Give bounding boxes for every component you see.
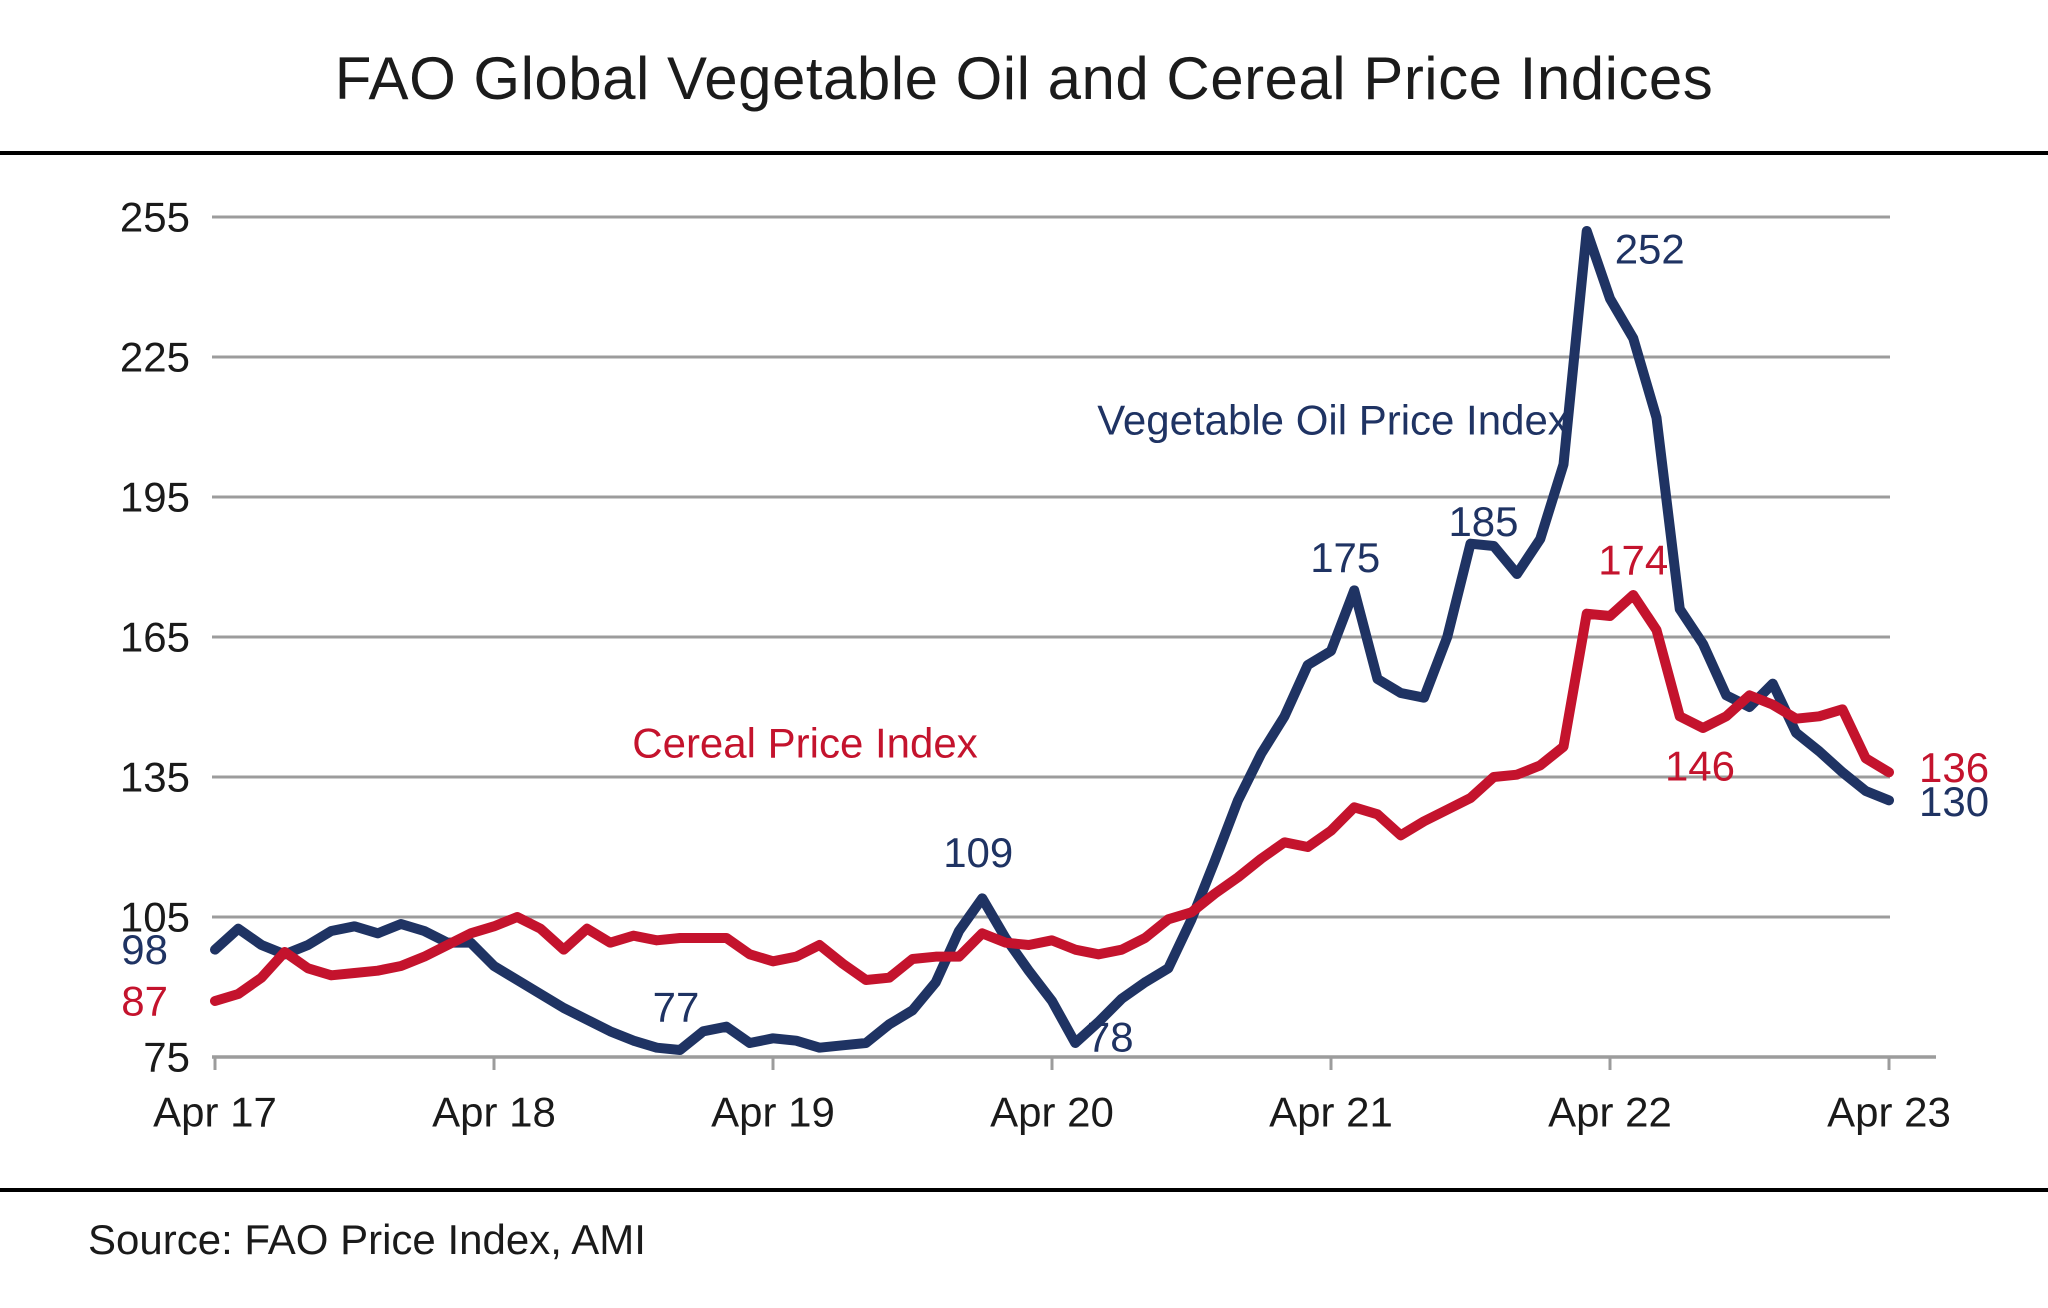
series-label-cereal-price-index: Cereal Price Index <box>632 720 978 767</box>
top-divider <box>0 151 2048 155</box>
y-axis-tick-label: 105 <box>120 894 190 941</box>
x-axis-tick-label: Apr 18 <box>432 1089 556 1136</box>
y-axis-tick-label: 195 <box>120 474 190 521</box>
x-axis-tick-label: Apr 19 <box>711 1089 835 1136</box>
data-label-185: 185 <box>1448 498 1518 545</box>
x-axis-tick-label: Apr 20 <box>990 1089 1114 1136</box>
y-axis-tick-label: 225 <box>120 334 190 381</box>
series-label-vegetable-oil-price-index: Vegetable Oil Price Index <box>1097 397 1569 444</box>
series-line-vegetable-oil-price-index <box>210 226 1894 1055</box>
data-label-98: 98 <box>121 926 168 973</box>
series-line-cereal-price-index <box>210 590 1894 1006</box>
y-axis-tick-label: 165 <box>120 614 190 661</box>
data-label-175: 175 <box>1310 534 1380 581</box>
data-label-174: 174 <box>1598 537 1668 584</box>
data-label-78: 78 <box>1087 1014 1134 1061</box>
y-axis-tick-label: 75 <box>143 1034 190 1081</box>
data-label-130: 130 <box>1919 778 1989 825</box>
x-axis-tick-label: Apr 23 <box>1827 1089 1951 1136</box>
data-label-136: 136 <box>1919 744 1989 791</box>
x-axis-tick-label: Apr 22 <box>1548 1089 1672 1136</box>
data-label-87: 87 <box>121 978 168 1025</box>
page-title: FAO Global Vegetable Oil and Cereal Pric… <box>334 45 1714 112</box>
data-label-77: 77 <box>653 984 700 1031</box>
y-axis-tick-label: 135 <box>120 754 190 801</box>
data-label-146: 146 <box>1665 743 1735 790</box>
source-note: Source: FAO Price Index, AMI <box>88 1216 646 1263</box>
data-label-252: 252 <box>1615 226 1685 273</box>
bottom-divider <box>0 1188 2048 1192</box>
y-axis-tick-label: 255 <box>120 194 190 241</box>
x-axis-tick-label: Apr 21 <box>1269 1089 1393 1136</box>
x-axis-tick-label: Apr 17 <box>153 1089 277 1136</box>
data-label-109: 109 <box>943 829 1013 876</box>
